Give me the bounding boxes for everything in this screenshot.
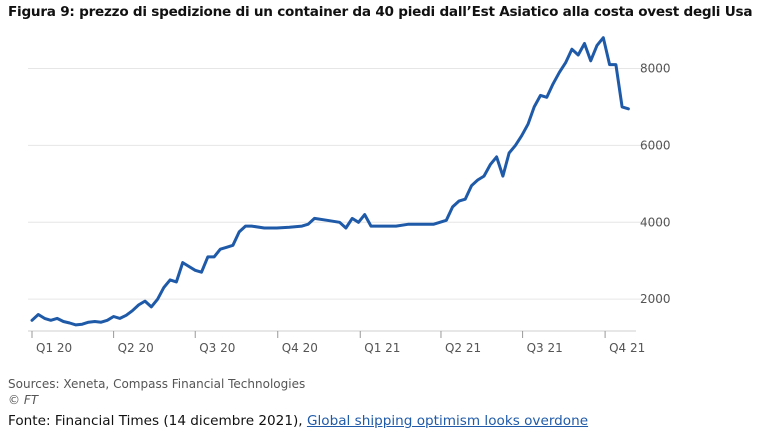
x-tick-label: Q4 20: [282, 341, 318, 355]
gridlines: [28, 67, 666, 300]
x-tick-label: Q2 20: [118, 341, 154, 355]
x-tick-label: Q1 20: [36, 341, 72, 355]
article-link[interactable]: Global shipping optimism looks overdone: [306, 413, 589, 429]
x-axis: Q1 20 Q2 20 Q3 20 Q4 20 Q1 21 Q2 21 Q3 21 Q4 21: [28, 330, 645, 355]
series-group: [30, 36, 630, 327]
chart-title: Figura 9: prezzo di spedizione di un con…: [8, 4, 753, 20]
sources-note: Sources: Xeneta, Compass Financial Techn…: [8, 377, 306, 391]
source-citation: Fonte: Financial Times (14 dicembre 2021…: [8, 413, 588, 429]
y-axis-ticks: 2000 4000 6000 8000: [640, 61, 671, 306]
x-tick-label: Q3 20: [199, 341, 235, 355]
x-tick-label: Q4 21: [609, 341, 645, 355]
x-tick-label: Q3 21: [527, 341, 563, 355]
citation-text: Fonte: Financial Times (14 dicembre 2021…: [8, 413, 307, 429]
y-tick-label: 6000: [640, 138, 671, 152]
x-tick-label: Q2 21: [445, 341, 481, 355]
x-tick-label: Q1 21: [364, 341, 400, 355]
series-line: [30, 36, 630, 327]
y-tick-label: 4000: [640, 215, 671, 229]
y-tick-label: 2000: [640, 292, 671, 306]
copyright-note: © FT: [8, 393, 39, 407]
y-tick-label: 8000: [640, 61, 671, 75]
